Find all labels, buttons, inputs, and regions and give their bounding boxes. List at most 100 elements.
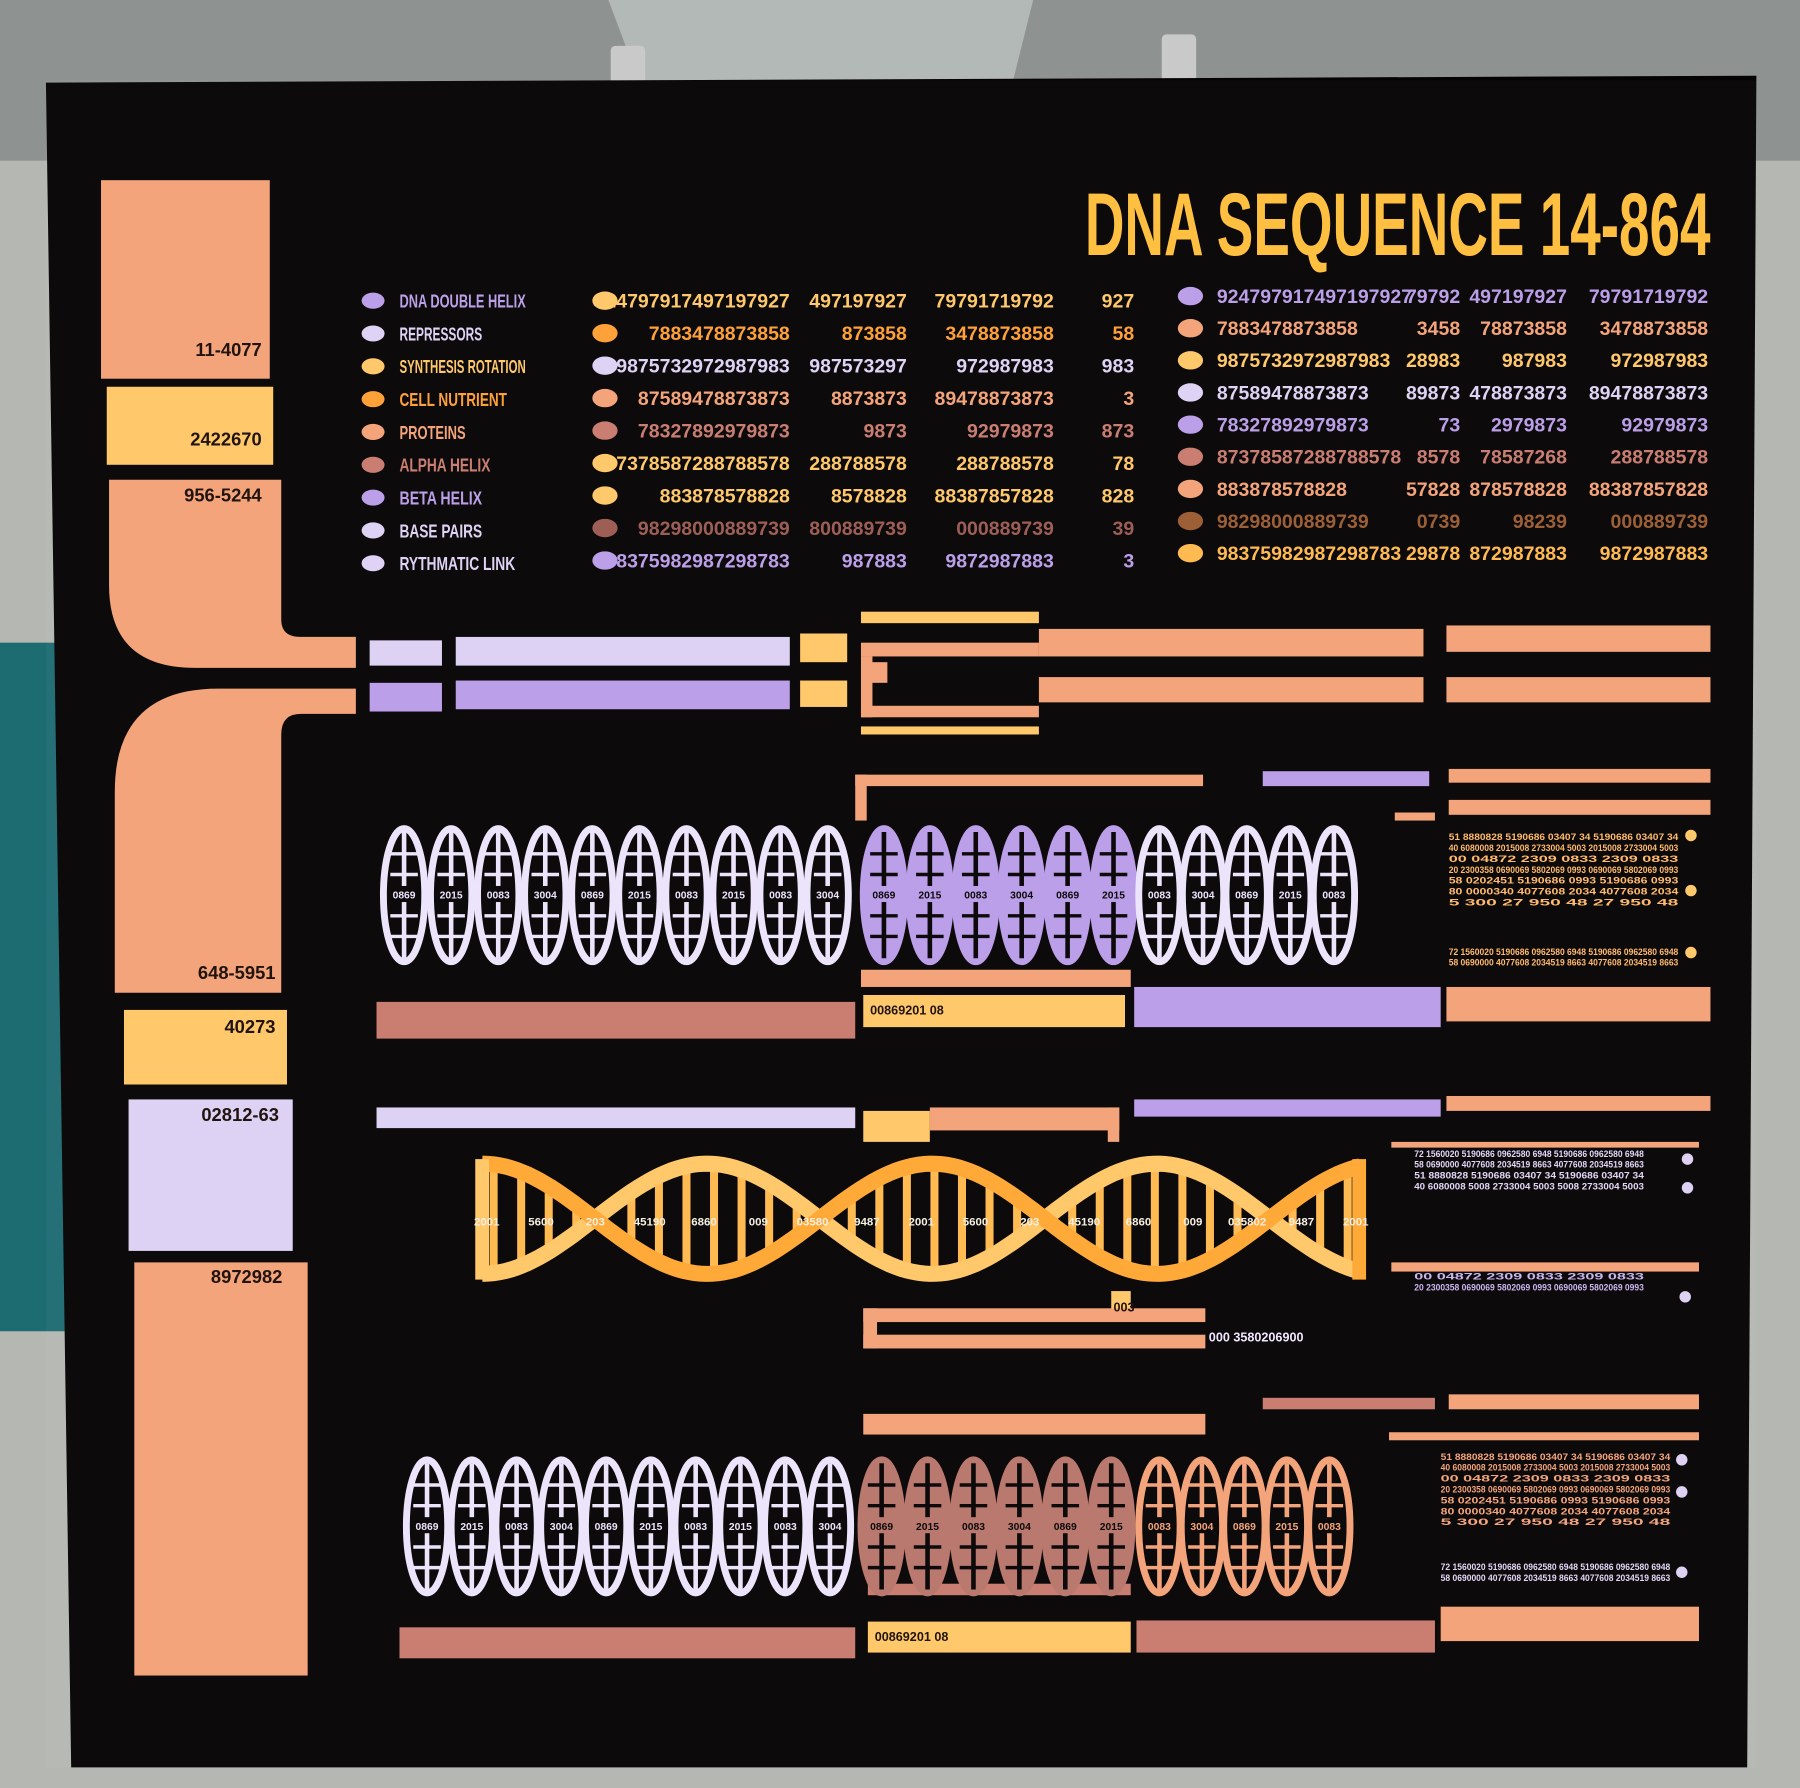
sequence-cell: 87378587288788578 <box>1217 447 1402 469</box>
sequence-cell: 878578828 <box>1469 479 1567 501</box>
helix-label: 0869 <box>581 891 604 902</box>
helix-label: 3004 <box>1190 1522 1213 1533</box>
dna-label: 009 <box>749 1217 768 1229</box>
helix-loop <box>803 825 852 966</box>
helix-label-bg <box>1231 885 1262 903</box>
helix-loop <box>379 825 429 966</box>
helix-label-bg <box>1229 1517 1260 1534</box>
panel-bar <box>860 726 1039 735</box>
helix-label: 0083 <box>962 1522 985 1533</box>
helix-label: 0083 <box>1148 891 1171 902</box>
legend-label: REPRESSORS <box>399 323 482 344</box>
sequence-cell: 972987983 <box>956 356 1054 378</box>
panel-bar <box>1448 768 1711 783</box>
helix-label-bg <box>1188 885 1218 903</box>
readout-line: 72 1560020 5190686 0962580 6948 5190686 … <box>1414 1149 1644 1159</box>
legend-dot <box>361 358 385 375</box>
row-dot <box>592 486 618 505</box>
legend-dot <box>361 522 385 539</box>
helix-loop <box>805 1456 855 1597</box>
row-dot <box>592 551 618 570</box>
legend-dot <box>361 456 385 473</box>
legend-label: ALPHA HELIX <box>399 455 490 476</box>
helix-loop <box>662 825 711 966</box>
row-dot <box>592 291 618 310</box>
sequence-cell: 98375982987298783 <box>605 550 790 572</box>
panel-bar <box>376 1107 856 1129</box>
sequence-cell: 29878 <box>1406 543 1460 565</box>
legend-label: CELL NUTRIENT <box>399 389 507 410</box>
legend-label: DNA DOUBLE HELIX <box>399 291 526 312</box>
helix-label: 2015 <box>916 1522 939 1533</box>
panel-bar <box>1389 1432 1699 1441</box>
helix-label: 3004 <box>534 891 557 902</box>
sequence-cell: 89478873873 <box>1589 382 1708 404</box>
panel-bar <box>860 611 1039 624</box>
side-block <box>134 1262 308 1676</box>
helix-label: 0869 <box>416 1522 439 1533</box>
helix-label-bg <box>1050 1517 1081 1534</box>
helix-label: 2015 <box>440 891 463 902</box>
side-label: 8972982 <box>211 1266 282 1287</box>
panel-bar <box>800 680 848 707</box>
legend-label: BETA HELIX <box>399 487 482 508</box>
helix-label-bg <box>1314 1517 1345 1534</box>
dna-label: 9487 <box>1289 1217 1315 1229</box>
sequence-cell: 73 <box>1438 415 1460 437</box>
panel-bar <box>870 662 888 683</box>
readout-line: 5 300 27 950 48 27 950 48 <box>1441 1517 1671 1527</box>
sequence-cell: 79791719792 <box>935 291 1054 313</box>
panel-bar <box>863 1308 1206 1323</box>
helix-loop <box>615 825 664 966</box>
sequence-cell: 927 <box>1102 291 1135 313</box>
helix-label: 0083 <box>1322 891 1345 902</box>
title: DNA SEQUENCE 14-864 <box>1085 174 1711 274</box>
helix-label: 0869 <box>1056 891 1079 902</box>
sequence-cell: 497197927 <box>1469 286 1567 308</box>
sequence-cell: 983 <box>1102 356 1135 378</box>
side-block <box>106 386 274 465</box>
panel-bar <box>1262 771 1430 787</box>
sequence-cell: 0739 <box>1417 511 1461 533</box>
sequence-cell: 873 <box>1102 420 1135 442</box>
readout-line: 51 8880828 5190686 03407 34 5190686 0340… <box>1449 832 1680 842</box>
helix-loop <box>474 825 523 966</box>
helix-label-bg <box>1319 885 1349 903</box>
sequence-cell: 3 <box>1123 550 1134 572</box>
panel-bar <box>863 1334 1206 1349</box>
dna-strand <box>481 1155 1363 1282</box>
row-dot <box>592 421 618 440</box>
helix-label-bg <box>501 1517 532 1534</box>
panel-bar <box>855 774 867 821</box>
sequence-cell: 987573297 <box>809 356 907 378</box>
panel-bar <box>1448 799 1711 815</box>
sequence-cell: 288788578 <box>1611 447 1709 469</box>
sequence-cell: 872987883 <box>1469 543 1567 565</box>
sequence-cell: 98298000889739 <box>638 518 790 540</box>
sequence-cell: 88387857828 <box>1589 479 1708 501</box>
sequence-cell: 98239 <box>1513 511 1567 533</box>
readout-dot <box>1679 1291 1691 1303</box>
side-label: 648-5951 <box>198 962 276 983</box>
sequence-cell: 8578828 <box>831 485 907 507</box>
helix-label-bg <box>1052 885 1083 903</box>
sequence-cell: 000889739 <box>956 518 1054 540</box>
sequence-cell: 89478873873 <box>935 388 1054 410</box>
helix-label-bg <box>958 1517 989 1534</box>
helix-label-bg <box>1004 1517 1035 1534</box>
readout-dot <box>1676 1486 1688 1498</box>
helix-loop <box>1305 1456 1354 1597</box>
row-dot <box>592 323 618 343</box>
row-dot <box>1177 447 1204 466</box>
readout-line: 58 0690000 4077608 2034519 8663 4077608 … <box>1441 1573 1671 1583</box>
helix-label-bg <box>635 1517 666 1534</box>
helix-label-bg <box>770 1517 801 1534</box>
helix-label-bg <box>1144 885 1175 903</box>
row-dot <box>1177 511 1204 531</box>
sequence-cell: 000889739 <box>1611 511 1709 533</box>
panel-bar <box>867 1621 1131 1653</box>
sequence-cell: 79791719792 <box>1589 286 1708 308</box>
dna-label: 009 <box>1183 1217 1202 1229</box>
sequence-cell: 288788578 <box>956 453 1054 475</box>
